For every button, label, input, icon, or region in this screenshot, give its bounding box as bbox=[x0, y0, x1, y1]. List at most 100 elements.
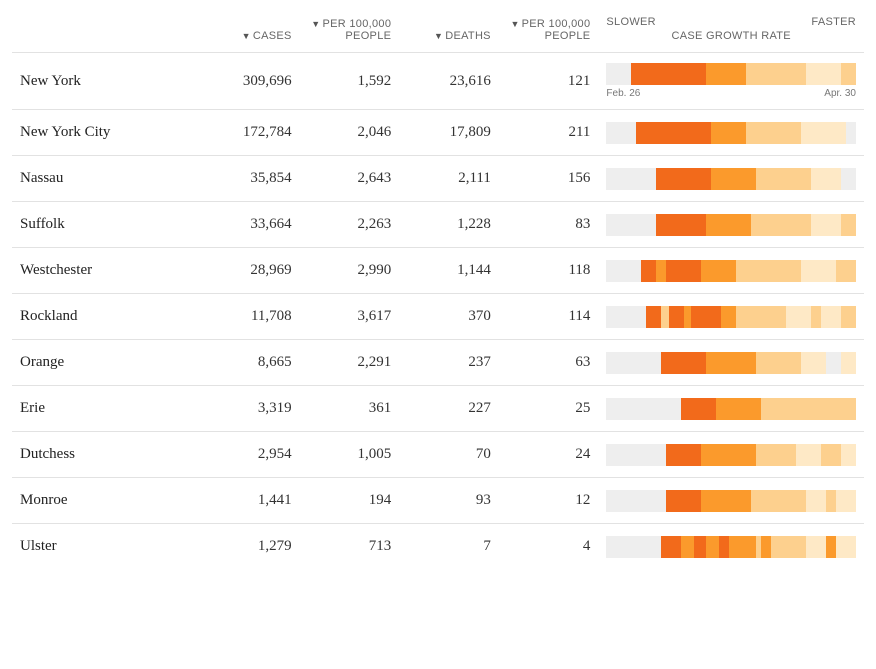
cell-deaths: 70 bbox=[399, 432, 499, 478]
col-header-cases[interactable]: ▼CASES bbox=[178, 12, 300, 53]
growth-segment bbox=[694, 536, 706, 558]
growth-segment bbox=[701, 444, 756, 466]
region-name[interactable]: Suffolk bbox=[12, 202, 178, 248]
growth-segment bbox=[821, 444, 841, 466]
growth-segment bbox=[841, 444, 856, 466]
growth-cell bbox=[598, 248, 864, 294]
table-row: Rockland11,7083,617370114 bbox=[12, 294, 864, 340]
cell-per2: 83 bbox=[499, 202, 599, 248]
sort-triangle-icon: ▼ bbox=[242, 31, 251, 41]
region-name[interactable]: Monroe bbox=[12, 478, 178, 524]
growth-cell: Feb. 26Apr. 30 bbox=[598, 53, 864, 110]
growth-segment bbox=[806, 63, 841, 85]
col-header-per-100k-cases[interactable]: ▼PER 100,000 PEOPLE bbox=[300, 12, 400, 53]
cell-per2: 4 bbox=[499, 524, 599, 570]
growth-label-faster: FASTER bbox=[811, 16, 856, 28]
growth-segment bbox=[606, 63, 631, 85]
growth-segment bbox=[716, 398, 761, 420]
region-name[interactable]: Ulster bbox=[12, 524, 178, 570]
cell-cases: 8,665 bbox=[178, 340, 300, 386]
growth-segment bbox=[606, 444, 666, 466]
growth-label-slower: SLOWER bbox=[606, 16, 655, 28]
growth-segment bbox=[606, 398, 681, 420]
cell-per1: 2,291 bbox=[300, 340, 400, 386]
growth-segment bbox=[661, 352, 706, 374]
cell-per2: 156 bbox=[499, 156, 599, 202]
cell-per1: 361 bbox=[300, 386, 400, 432]
growth-cell bbox=[598, 432, 864, 478]
col-header-deaths[interactable]: ▼DEATHS bbox=[399, 12, 499, 53]
growth-segment bbox=[841, 63, 856, 85]
cell-cases: 1,441 bbox=[178, 478, 300, 524]
table-row: Dutchess2,9541,0057024 bbox=[12, 432, 864, 478]
cell-per1: 2,046 bbox=[300, 110, 400, 156]
col-header-name[interactable] bbox=[12, 12, 178, 53]
growth-segment bbox=[806, 490, 826, 512]
cell-deaths: 227 bbox=[399, 386, 499, 432]
table-row: Westchester28,9692,9901,144118 bbox=[12, 248, 864, 294]
table-row: New York309,6961,59223,616121Feb. 26Apr.… bbox=[12, 53, 864, 110]
growth-bar bbox=[606, 306, 856, 328]
table-row: Erie3,31936122725 bbox=[12, 386, 864, 432]
growth-bar bbox=[606, 398, 856, 420]
cell-deaths: 23,616 bbox=[399, 53, 499, 110]
sort-triangle-icon: ▼ bbox=[510, 19, 519, 29]
growth-segment bbox=[811, 168, 841, 190]
growth-segment bbox=[706, 536, 718, 558]
cell-per1: 2,990 bbox=[300, 248, 400, 294]
cell-deaths: 17,809 bbox=[399, 110, 499, 156]
growth-segment bbox=[806, 536, 826, 558]
growth-cell bbox=[598, 156, 864, 202]
cell-cases: 1,279 bbox=[178, 524, 300, 570]
table-row: New York City172,7842,04617,809211 bbox=[12, 110, 864, 156]
growth-segment bbox=[826, 352, 841, 374]
growth-segment bbox=[721, 306, 736, 328]
region-name[interactable]: Nassau bbox=[12, 156, 178, 202]
growth-segment bbox=[681, 398, 716, 420]
region-name[interactable]: Rockland bbox=[12, 294, 178, 340]
growth-segment bbox=[606, 490, 666, 512]
growth-segment bbox=[631, 63, 706, 85]
growth-bar bbox=[606, 63, 856, 85]
growth-segment bbox=[821, 306, 841, 328]
growth-segment bbox=[801, 122, 846, 144]
growth-segment bbox=[761, 536, 771, 558]
region-name[interactable]: Dutchess bbox=[12, 432, 178, 478]
growth-start-date: Feb. 26 bbox=[606, 88, 640, 99]
region-name[interactable]: Orange bbox=[12, 340, 178, 386]
region-name[interactable]: Westchester bbox=[12, 248, 178, 294]
growth-segment bbox=[746, 63, 806, 85]
growth-segment bbox=[756, 352, 801, 374]
sort-triangle-icon: ▼ bbox=[434, 31, 443, 41]
cell-per1: 194 bbox=[300, 478, 400, 524]
cell-per1: 2,643 bbox=[300, 156, 400, 202]
growth-segment bbox=[719, 536, 729, 558]
cell-deaths: 2,111 bbox=[399, 156, 499, 202]
cell-per1: 3,617 bbox=[300, 294, 400, 340]
growth-segment bbox=[701, 260, 736, 282]
growth-segment bbox=[606, 122, 636, 144]
growth-segment bbox=[786, 306, 811, 328]
cell-deaths: 93 bbox=[399, 478, 499, 524]
growth-bar bbox=[606, 536, 856, 558]
growth-segment bbox=[669, 306, 684, 328]
region-name[interactable]: New York bbox=[12, 53, 178, 110]
growth-segment bbox=[706, 352, 756, 374]
growth-segment bbox=[841, 168, 856, 190]
growth-segment bbox=[656, 214, 706, 236]
growth-cell bbox=[598, 202, 864, 248]
cell-cases: 3,319 bbox=[178, 386, 300, 432]
cell-per2: 114 bbox=[499, 294, 599, 340]
region-name[interactable]: New York City bbox=[12, 110, 178, 156]
growth-segment bbox=[751, 490, 806, 512]
cell-cases: 11,708 bbox=[178, 294, 300, 340]
region-name[interactable]: Erie bbox=[12, 386, 178, 432]
growth-segment bbox=[756, 168, 811, 190]
growth-bar bbox=[606, 260, 856, 282]
growth-cell bbox=[598, 110, 864, 156]
col-header-per-100k-deaths[interactable]: ▼PER 100,000 PEOPLE bbox=[499, 12, 599, 53]
table-row: Ulster1,27971374 bbox=[12, 524, 864, 570]
cell-deaths: 7 bbox=[399, 524, 499, 570]
table-row: Monroe1,4411949312 bbox=[12, 478, 864, 524]
growth-segment bbox=[801, 260, 836, 282]
